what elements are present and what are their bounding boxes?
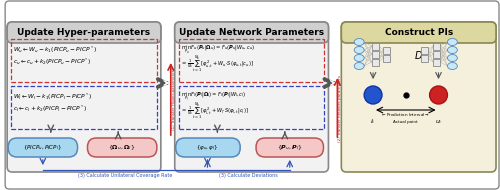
Text: $W_u\leftarrow W_u - k_1(PICP_u - PICP^*)$: $W_u\leftarrow W_u - k_1(PICP_u - PICP^*… bbox=[13, 45, 97, 55]
Circle shape bbox=[364, 86, 382, 104]
Text: (3) Calculate Deviations: (3) Calculate Deviations bbox=[218, 173, 278, 177]
Bar bbox=[384, 47, 390, 54]
Text: $u_t$: $u_t$ bbox=[434, 118, 442, 126]
Text: $\min_{P_l} F_l(\boldsymbol{P}_l|\boldsymbol{\Omega}_l) = F_l(\boldsymbol{P}_l|W: $\min_{P_l} F_l(\boldsymbol{P}_l|\boldsy… bbox=[180, 91, 246, 103]
Bar bbox=[178, 39, 324, 82]
Ellipse shape bbox=[448, 39, 458, 45]
Bar bbox=[433, 51, 440, 58]
FancyBboxPatch shape bbox=[8, 138, 78, 157]
Text: $\min_{P_u} F_u(\boldsymbol{P}_u|\boldsymbol{\Omega}_u) = F_u(\boldsymbol{P}_u|W: $\min_{P_u} F_u(\boldsymbol{P}_u|\boldsy… bbox=[180, 44, 255, 56]
FancyBboxPatch shape bbox=[7, 22, 161, 43]
Ellipse shape bbox=[448, 47, 458, 54]
Text: $= \frac{1}{N_b}\sum_{t=1}^{N_b}[\varphi_{l,t}^2 + W_l{\cdot}S(\varphi_{l,t}|c_l: $= \frac{1}{N_b}\sum_{t=1}^{N_b}[\varphi… bbox=[180, 101, 248, 121]
Circle shape bbox=[430, 86, 448, 104]
Text: $D$: $D$ bbox=[414, 49, 423, 61]
FancyBboxPatch shape bbox=[176, 138, 240, 157]
Bar bbox=[372, 43, 378, 50]
Bar bbox=[372, 59, 378, 66]
Text: $\leftarrow$Prediction Interval$\rightarrow$: $\leftarrow$Prediction Interval$\rightar… bbox=[382, 112, 430, 119]
Text: $\{\varphi_u, \varphi_l\}$: $\{\varphi_u, \varphi_l\}$ bbox=[196, 143, 218, 152]
Text: $W_l\leftarrow W_l - k_1(PICP_l - PICP^*)$: $W_l\leftarrow W_l - k_1(PICP_l - PICP^*… bbox=[13, 92, 92, 102]
Text: (3) Calculate Unilateral Coverage Rate: (3) Calculate Unilateral Coverage Rate bbox=[78, 173, 172, 177]
Ellipse shape bbox=[354, 47, 364, 54]
Bar bbox=[372, 51, 378, 58]
FancyBboxPatch shape bbox=[342, 22, 496, 43]
Text: Update Network Parameters: Update Network Parameters bbox=[179, 28, 324, 37]
Ellipse shape bbox=[448, 63, 458, 70]
Text: $\{\boldsymbol{P}_u, \boldsymbol{P}_l\}$: $\{\boldsymbol{P}_u, \boldsymbol{P}_l\}$ bbox=[277, 143, 302, 152]
Text: Update Hyper-parameters: Update Hyper-parameters bbox=[18, 28, 150, 37]
Text: Actual point: Actual point bbox=[394, 120, 418, 124]
Text: $c_l\leftarrow c_l + k_2(PICP_l - PICP^*)$: $c_l\leftarrow c_l + k_2(PICP_l - PICP^*… bbox=[13, 104, 88, 114]
Ellipse shape bbox=[448, 55, 458, 62]
FancyBboxPatch shape bbox=[342, 22, 496, 172]
Bar bbox=[178, 86, 324, 129]
FancyBboxPatch shape bbox=[88, 138, 157, 157]
Ellipse shape bbox=[354, 63, 364, 70]
Bar bbox=[421, 47, 428, 54]
Bar bbox=[421, 55, 428, 62]
Text: $\{\boldsymbol{\Omega}_u, \boldsymbol{\Omega}_l\}$: $\{\boldsymbol{\Omega}_u, \boldsymbol{\O… bbox=[108, 143, 136, 152]
Text: $\{PICP_u, PICP_l\}$: $\{PICP_u, PICP_l\}$ bbox=[24, 143, 62, 152]
Text: $= \frac{1}{N_b}\sum_{t=1}^{N_b}[\varphi_{u,t}^2 + W_u{\cdot}S(\varphi_{u,t}|c_u: $= \frac{1}{N_b}\sum_{t=1}^{N_b}[\varphi… bbox=[180, 54, 254, 74]
FancyBboxPatch shape bbox=[174, 22, 328, 172]
Text: (1) Transfer Hyper-parameters: (1) Transfer Hyper-parameters bbox=[172, 68, 176, 130]
Bar bbox=[11, 39, 157, 82]
Text: $l_t$: $l_t$ bbox=[370, 118, 376, 127]
Ellipse shape bbox=[354, 39, 364, 45]
Bar bbox=[11, 86, 157, 129]
Ellipse shape bbox=[354, 55, 364, 62]
Text: $c_u\leftarrow c_u + k_2(PICP_u - PICP^*)$: $c_u\leftarrow c_u + k_2(PICP_u - PICP^*… bbox=[13, 57, 92, 67]
FancyBboxPatch shape bbox=[7, 22, 161, 172]
Text: (2) Transfer network parameters: (2) Transfer network parameters bbox=[338, 74, 342, 142]
Bar bbox=[433, 59, 440, 66]
Bar bbox=[433, 43, 440, 50]
Bar bbox=[384, 55, 390, 62]
FancyBboxPatch shape bbox=[174, 22, 328, 43]
FancyBboxPatch shape bbox=[256, 138, 324, 157]
Text: Construct PIs: Construct PIs bbox=[384, 28, 453, 37]
